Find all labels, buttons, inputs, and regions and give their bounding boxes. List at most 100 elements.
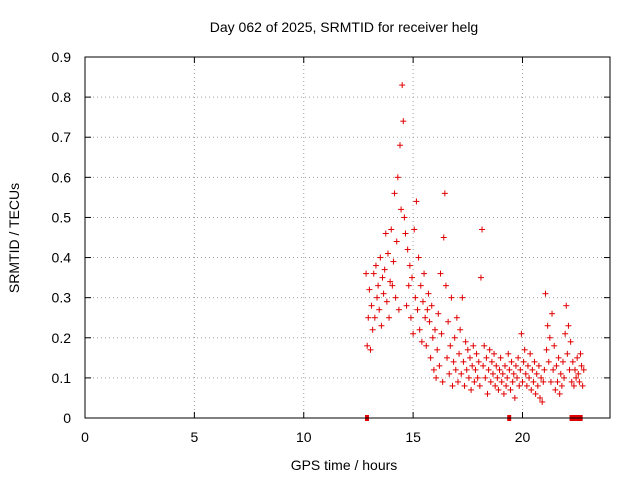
data-point: [508, 358, 515, 365]
data-point: [422, 314, 429, 321]
data-point: [534, 382, 541, 389]
data-point: [370, 270, 377, 277]
data-point: [368, 302, 375, 309]
data-point: [417, 282, 424, 289]
data-point: [518, 330, 525, 337]
data-point: [374, 294, 381, 301]
data-point: [437, 270, 444, 277]
data-point: [440, 234, 447, 241]
data-point: [567, 338, 574, 345]
data-point: [429, 334, 436, 341]
data-point: [556, 390, 563, 397]
data-point: [380, 290, 387, 297]
data-point: [454, 378, 461, 385]
data-point: [521, 346, 528, 353]
data-point: [381, 266, 388, 273]
data-point: [572, 366, 578, 373]
data-point: [448, 294, 455, 301]
data-point: [507, 386, 514, 393]
data-point: [425, 290, 432, 297]
data-point: [444, 354, 451, 361]
data-point: [527, 350, 534, 357]
data-point: [412, 294, 419, 301]
data-point: [528, 386, 535, 393]
data-point: [517, 366, 524, 373]
data-point: [509, 378, 516, 385]
data-point: [564, 350, 571, 357]
data-point: [544, 322, 551, 329]
data-point: [568, 378, 575, 385]
data-point: [458, 370, 465, 377]
data-point: [516, 382, 523, 389]
data-point: [395, 306, 402, 313]
data-point: [538, 374, 545, 381]
data-point: [382, 230, 389, 237]
data-point: [505, 350, 512, 357]
data-point: [457, 326, 464, 333]
data-point: [445, 318, 452, 325]
data-point: [523, 382, 530, 389]
x-axis: 0 5 10 15 20: [81, 57, 530, 445]
y-tick-label: 0.4: [52, 250, 72, 266]
data-point: [462, 338, 469, 345]
y-tick-label: 0.8: [52, 89, 72, 105]
data-point: [506, 366, 513, 373]
data-point: [479, 226, 486, 233]
data-point: [411, 226, 418, 233]
data-point: [500, 390, 507, 397]
data-point: [577, 350, 584, 357]
data-point: [540, 378, 547, 385]
x-tick-label: 0: [81, 429, 89, 445]
data-point: [489, 370, 496, 377]
data-point: [561, 374, 568, 381]
data-point: [535, 362, 542, 369]
data-point: [447, 342, 454, 349]
y-axis: 0 0.1 0.2 0.3 0.4 0.5 0.6 0.7 0.8 0.9: [52, 49, 610, 426]
data-point: [553, 362, 560, 369]
y-tick-label: 0.1: [52, 370, 72, 386]
data-point: [543, 346, 550, 353]
data-point: [415, 254, 422, 261]
data-point: [461, 382, 468, 389]
data-point: [492, 382, 499, 389]
data-point: [529, 366, 536, 373]
data-point: [410, 330, 417, 337]
data-point: [499, 370, 506, 377]
x-tick-label: 5: [190, 429, 198, 445]
data-point: [418, 338, 425, 345]
data-point: [503, 382, 510, 389]
data-point: [514, 374, 521, 381]
data-point: [491, 350, 498, 357]
data-point: [467, 354, 473, 361]
data-point: [486, 346, 493, 353]
data-point: [435, 310, 442, 317]
data-point: [364, 342, 371, 349]
data-point: [453, 314, 460, 321]
data-point: [464, 346, 471, 353]
data-point: [550, 366, 557, 373]
data-point: [470, 342, 477, 349]
data-point: [427, 354, 434, 361]
data-point: [580, 366, 587, 373]
data-point: [405, 282, 412, 289]
data-point: [391, 190, 398, 197]
data-point: [475, 358, 482, 365]
data-point: [469, 362, 476, 369]
data-point: [493, 362, 500, 369]
data-point: [367, 346, 374, 353]
data-point: [398, 206, 405, 213]
data-point: [446, 370, 453, 377]
data-point: [482, 374, 489, 381]
data-point: [520, 358, 527, 365]
data-point: [481, 342, 488, 349]
data-point: [403, 302, 410, 309]
y-tick-label: 0.7: [52, 129, 72, 145]
data-point: [574, 354, 581, 361]
data-point: [488, 358, 495, 365]
data-point: [409, 274, 416, 281]
data-point: [545, 358, 552, 365]
data-point: [441, 190, 448, 197]
x-tick-label: 15: [405, 429, 421, 445]
data-point: [399, 82, 406, 89]
data-point: [498, 378, 505, 385]
